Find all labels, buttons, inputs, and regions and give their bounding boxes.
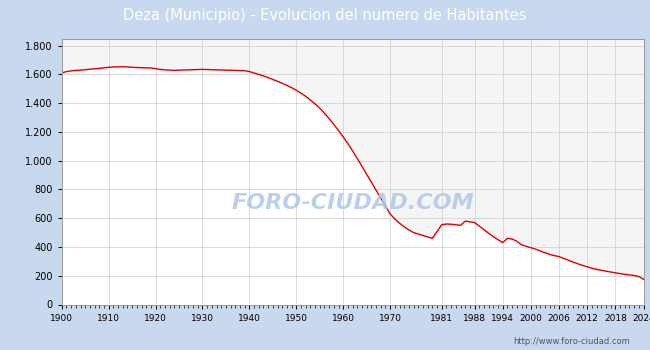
Text: Deza (Municipio) - Evolucion del numero de Habitantes: Deza (Municipio) - Evolucion del numero … (124, 8, 526, 23)
Text: http://www.foro-ciudad.com: http://www.foro-ciudad.com (514, 337, 630, 346)
Text: FORO-CIUDAD.COM: FORO-CIUDAD.COM (231, 194, 474, 214)
